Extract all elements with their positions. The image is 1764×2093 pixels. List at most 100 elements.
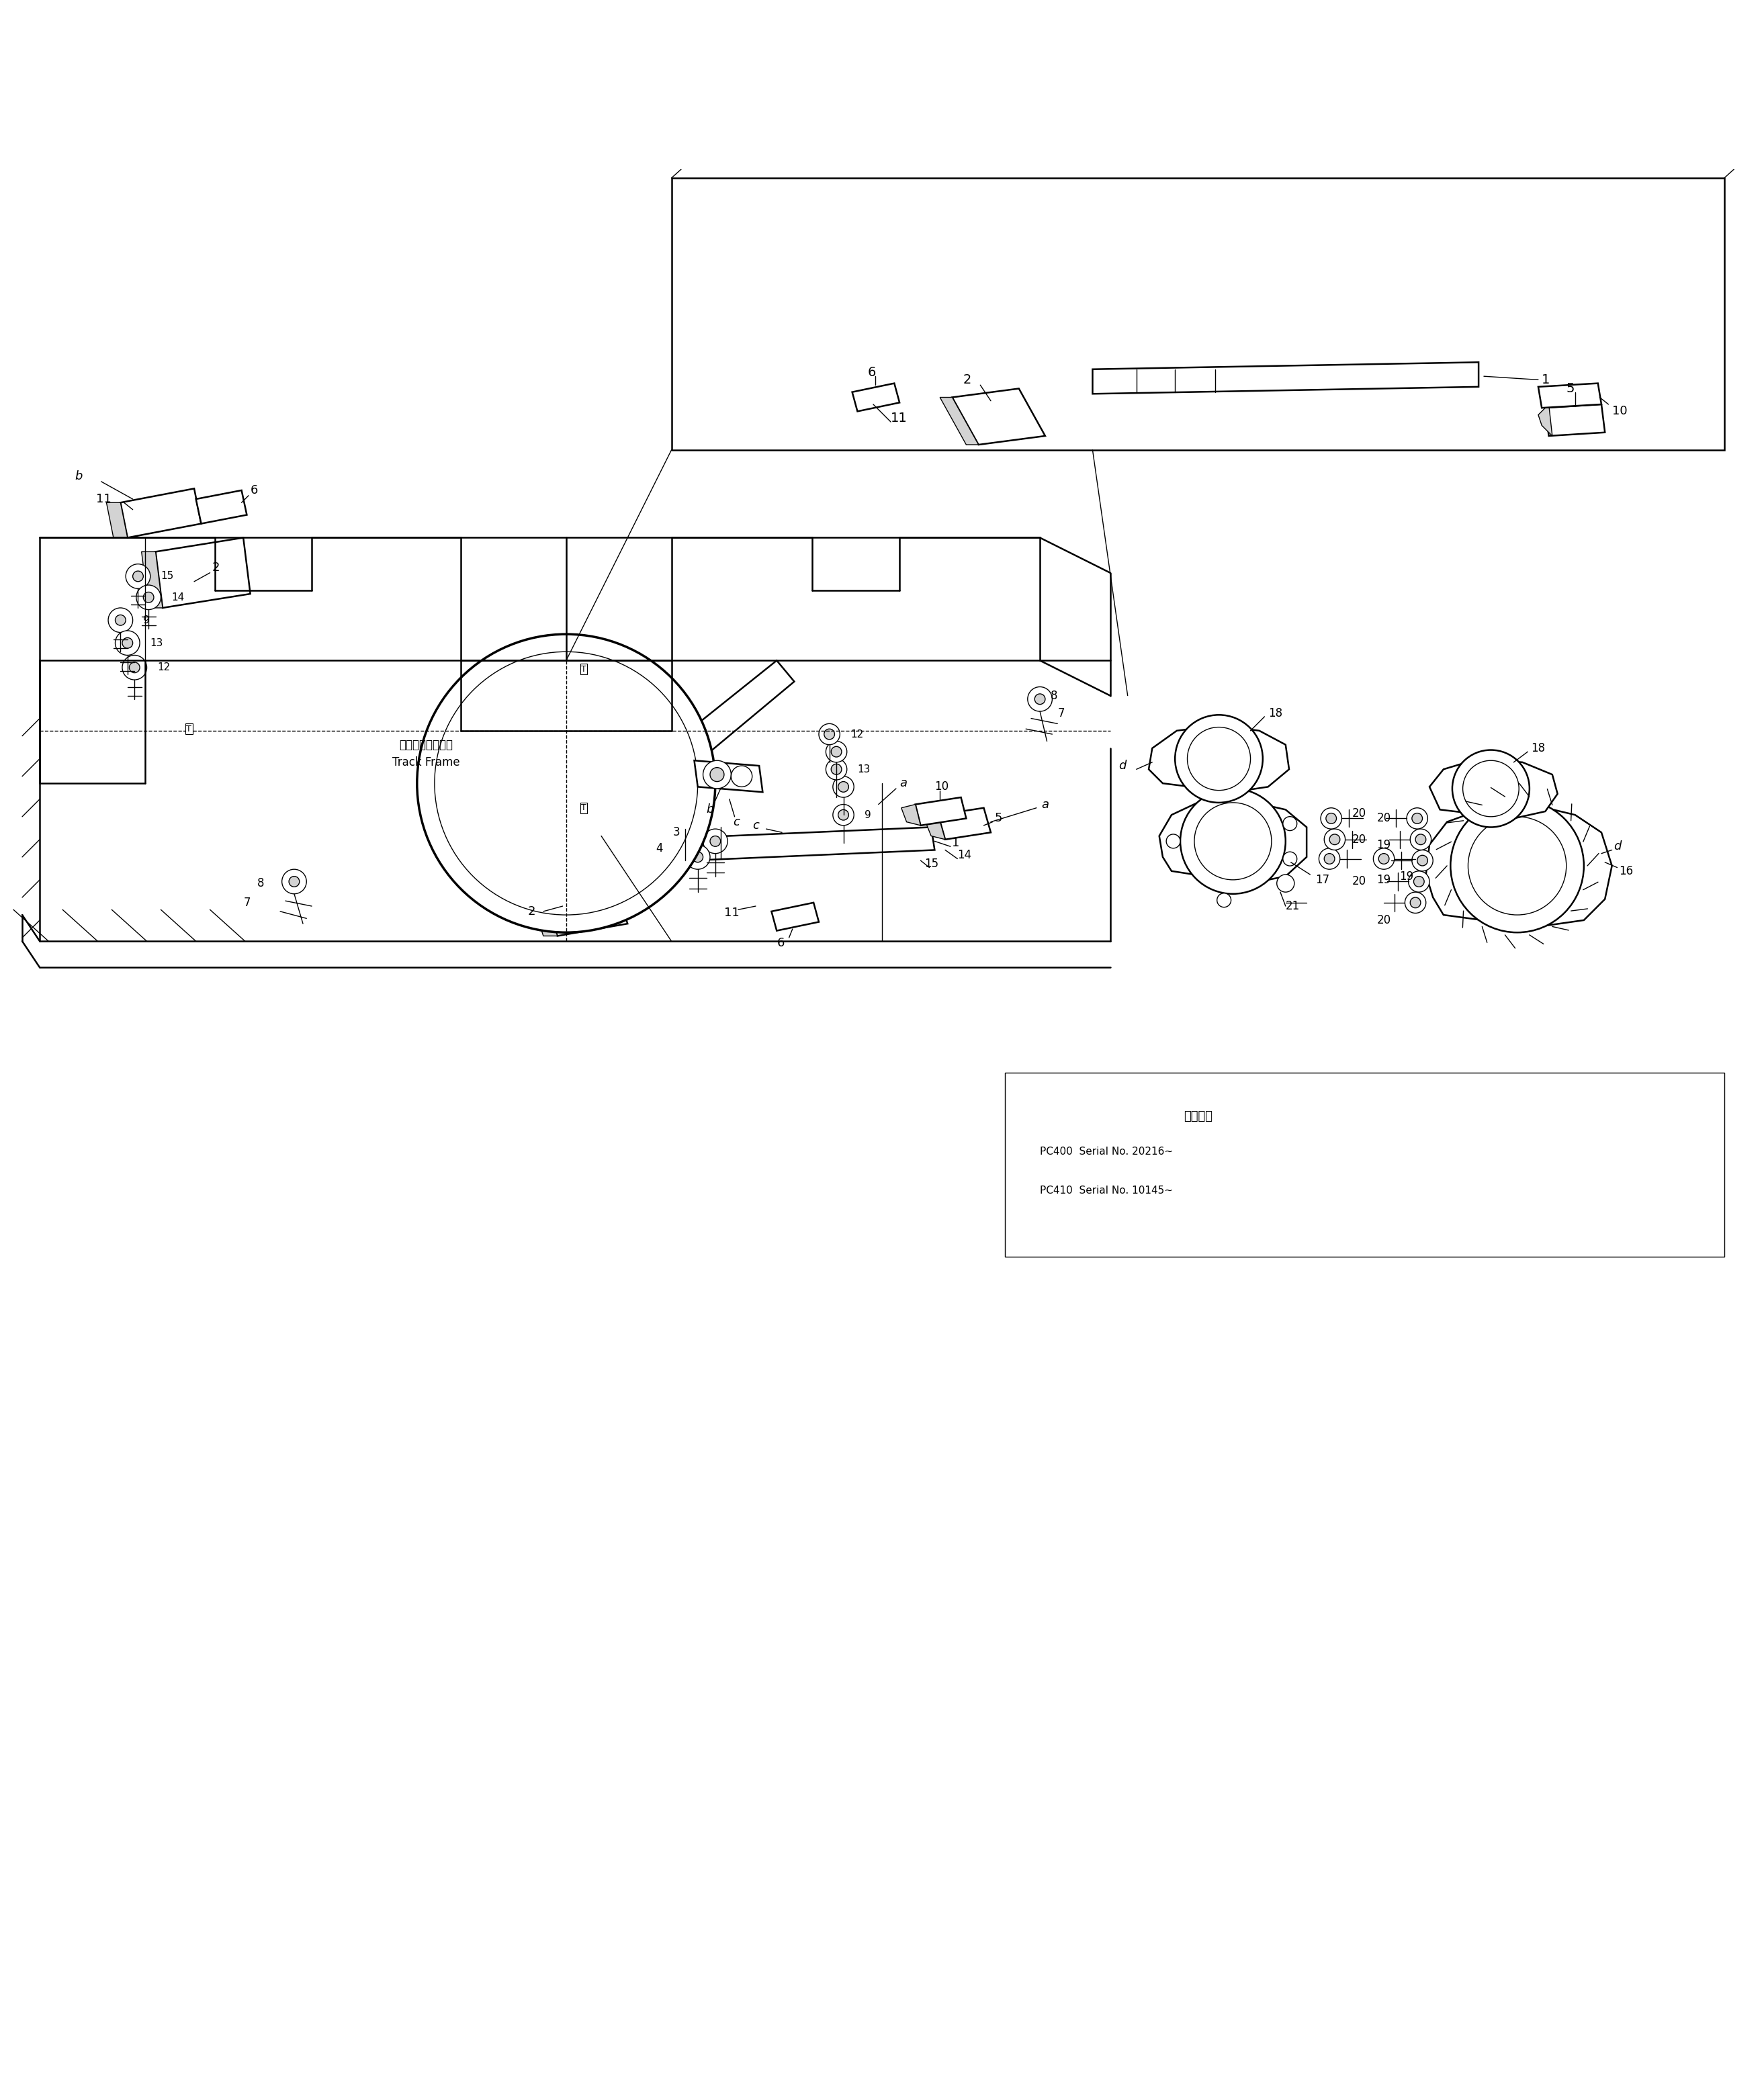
- FancyBboxPatch shape: [1005, 1074, 1723, 1258]
- Text: 適用号機: 適用号機: [1184, 1111, 1212, 1122]
- Circle shape: [129, 661, 139, 672]
- Text: 8: 8: [1050, 689, 1057, 701]
- Circle shape: [711, 768, 723, 781]
- Circle shape: [1416, 856, 1427, 867]
- Circle shape: [818, 724, 840, 745]
- Circle shape: [122, 638, 132, 649]
- Text: 7: 7: [1057, 707, 1064, 720]
- Text: 21: 21: [1286, 900, 1300, 913]
- Circle shape: [1452, 749, 1529, 827]
- Polygon shape: [901, 804, 921, 825]
- Polygon shape: [1425, 804, 1612, 927]
- Text: 8: 8: [258, 877, 265, 890]
- Text: 5: 5: [1566, 383, 1575, 396]
- Text: 4: 4: [656, 841, 663, 854]
- Polygon shape: [538, 867, 628, 936]
- Polygon shape: [1159, 802, 1307, 883]
- Circle shape: [136, 586, 161, 609]
- Text: 5: 5: [995, 812, 1002, 825]
- Circle shape: [1321, 808, 1342, 829]
- Text: T: T: [580, 804, 586, 812]
- Circle shape: [693, 852, 704, 862]
- Circle shape: [838, 810, 848, 820]
- FancyBboxPatch shape: [672, 178, 1723, 450]
- Circle shape: [826, 760, 847, 781]
- Circle shape: [704, 829, 727, 854]
- Circle shape: [833, 777, 854, 797]
- Circle shape: [1187, 726, 1251, 791]
- Text: 19: 19: [1376, 839, 1390, 850]
- Circle shape: [1277, 875, 1295, 892]
- Circle shape: [1404, 892, 1425, 913]
- Circle shape: [282, 869, 307, 894]
- Polygon shape: [1092, 362, 1478, 393]
- Circle shape: [1408, 871, 1429, 892]
- Circle shape: [1411, 850, 1432, 871]
- Text: c: c: [751, 818, 759, 831]
- Circle shape: [1468, 816, 1566, 915]
- Polygon shape: [647, 827, 935, 862]
- Text: b: b: [707, 804, 714, 816]
- Text: 13: 13: [150, 638, 164, 649]
- Polygon shape: [1538, 383, 1602, 408]
- Text: 11: 11: [95, 494, 111, 504]
- Text: 10: 10: [935, 781, 949, 793]
- Circle shape: [730, 766, 751, 787]
- Text: PC410  Serial No. 10145~: PC410 Serial No. 10145~: [1041, 1185, 1173, 1195]
- Circle shape: [833, 804, 854, 825]
- Text: 19: 19: [1376, 873, 1390, 885]
- Polygon shape: [953, 389, 1046, 444]
- Circle shape: [143, 592, 153, 603]
- Circle shape: [1409, 898, 1420, 908]
- Text: 16: 16: [1619, 864, 1633, 877]
- Polygon shape: [570, 661, 794, 879]
- Text: トラックフレーム: トラックフレーム: [399, 739, 453, 751]
- Circle shape: [711, 835, 720, 846]
- Text: 6: 6: [868, 366, 877, 379]
- Text: 15: 15: [924, 858, 938, 871]
- Text: 1: 1: [1542, 373, 1551, 385]
- Polygon shape: [938, 808, 991, 839]
- Circle shape: [1282, 852, 1297, 867]
- Circle shape: [1327, 814, 1337, 825]
- Text: 2: 2: [963, 373, 970, 385]
- Text: 11: 11: [723, 906, 739, 919]
- Circle shape: [826, 741, 847, 762]
- Text: 15: 15: [161, 571, 175, 582]
- Text: 14: 14: [171, 592, 183, 603]
- Circle shape: [1374, 848, 1394, 869]
- Circle shape: [1166, 835, 1180, 848]
- Text: a: a: [1043, 797, 1050, 810]
- Circle shape: [831, 764, 841, 774]
- Circle shape: [108, 607, 132, 632]
- Text: 12: 12: [157, 663, 171, 672]
- Polygon shape: [1429, 760, 1558, 818]
- Circle shape: [1325, 854, 1335, 864]
- Polygon shape: [1545, 404, 1605, 435]
- Circle shape: [838, 781, 848, 791]
- Polygon shape: [141, 553, 162, 607]
- Circle shape: [1450, 800, 1584, 933]
- Circle shape: [1325, 829, 1346, 850]
- Text: b: b: [74, 471, 83, 481]
- Text: 18: 18: [1531, 743, 1545, 753]
- Polygon shape: [196, 490, 247, 523]
- Polygon shape: [106, 502, 127, 538]
- Text: 2: 2: [527, 906, 534, 917]
- Text: 3: 3: [674, 827, 681, 839]
- Text: 20: 20: [1376, 915, 1390, 927]
- Circle shape: [1413, 877, 1424, 887]
- Polygon shape: [916, 797, 967, 825]
- Text: 10: 10: [1612, 406, 1626, 417]
- Polygon shape: [695, 760, 762, 791]
- Circle shape: [1175, 716, 1263, 802]
- Text: d: d: [1118, 760, 1127, 772]
- Text: 20: 20: [1376, 812, 1390, 825]
- Polygon shape: [524, 879, 557, 936]
- Circle shape: [132, 571, 143, 582]
- Polygon shape: [120, 488, 201, 538]
- Circle shape: [1180, 789, 1286, 894]
- Polygon shape: [852, 383, 900, 412]
- Circle shape: [122, 655, 146, 680]
- Circle shape: [1282, 816, 1297, 831]
